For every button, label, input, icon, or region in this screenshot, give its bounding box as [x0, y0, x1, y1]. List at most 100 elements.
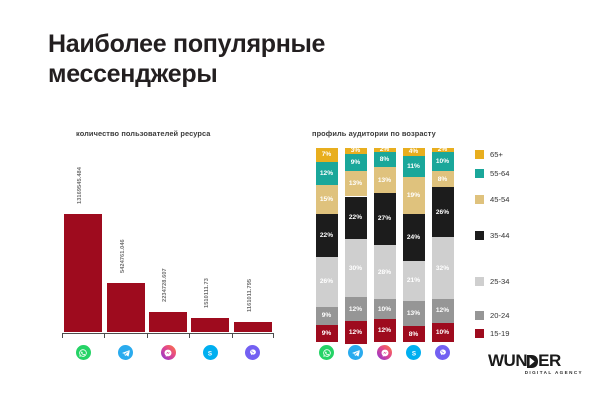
stacked-bar-segment[interactable]: 12% [344, 320, 367, 344]
bar-chart-axis-line [62, 333, 274, 334]
logo-word-part2: ER [538, 351, 561, 370]
stacked-bar-segment[interactable]: 28% [373, 245, 396, 300]
stacked-bar-segment[interactable]: 12% [315, 161, 338, 185]
stacked-bar-segment[interactable]: 22% [315, 213, 338, 257]
stacked-bar-segment[interactable]: 10% [431, 322, 454, 342]
stacked-bar-segment[interactable]: 24% [402, 213, 425, 261]
legend-item-35-44[interactable]: 35-44 [475, 230, 509, 240]
legend-label: 35-44 [490, 230, 510, 240]
legend-swatch [475, 311, 484, 321]
stacked-bar-segment[interactable]: 2% [373, 148, 396, 152]
axis-tick [104, 333, 105, 338]
stacked-bar-segment[interactable]: 12% [344, 297, 367, 321]
bar-column[interactable]: 5424761.046 [106, 150, 145, 332]
bar-rect[interactable] [106, 283, 145, 332]
stacked-bar-segment[interactable]: 21% [402, 260, 425, 302]
skype-icon[interactable]: S [406, 345, 421, 360]
stacked-bar-segment[interactable]: 4% [402, 148, 425, 156]
bar-column[interactable]: 13169545.484 [64, 150, 103, 332]
legend-item-65+[interactable]: 65+ [475, 150, 503, 160]
stacked-bar-segment[interactable]: 26% [431, 186, 454, 238]
legend-item-20-24[interactable]: 20-24 [475, 311, 509, 321]
bar-chart: 13169545.484 5424761.046 2234728.607 151011… [62, 150, 274, 340]
legend-swatch [475, 168, 484, 178]
stacked-chart-subtitle: профиль аудитории по возрасту [312, 129, 436, 138]
legend-swatch [475, 194, 484, 204]
legend-swatch [475, 328, 484, 338]
stacked-bar-segment[interactable]: 32% [431, 237, 454, 300]
legend-item-55-64[interactable]: 55-64 [475, 168, 509, 178]
viber-icon[interactable] [245, 345, 261, 360]
stacked-bar-segment[interactable]: 8% [402, 326, 425, 342]
axis-tick [273, 333, 274, 338]
bar-column[interactable]: 1510111.73 [191, 150, 230, 332]
stacked-bar-segment[interactable]: 13% [344, 171, 367, 197]
bar-value-label: 2234728.607 [162, 268, 168, 302]
logo-tagline: DIGITAL AGENCY [524, 370, 583, 375]
bar-rect[interactable] [233, 321, 272, 332]
stacked-bar-segment[interactable]: 2% [431, 148, 454, 152]
messenger-icon[interactable] [377, 345, 392, 360]
stacked-bar-chart: 7% 12% 15% 22% 26% 9% 9% 3% 9% 13% 22% 30% 12% 12% 2% 8… [312, 148, 457, 344]
whatsapp-icon[interactable] [319, 345, 334, 360]
axis-tick [147, 333, 148, 338]
stacked-bar-segment[interactable]: 30% [344, 239, 367, 298]
stacked-bar-segment[interactable]: 19% [402, 177, 425, 214]
telegram-icon[interactable] [118, 345, 134, 360]
axis-tick [232, 333, 233, 338]
bar-rect[interactable] [149, 311, 187, 332]
viber-icon[interactable] [435, 345, 450, 360]
stacked-bar-segment[interactable]: 15% [315, 184, 338, 214]
bar-column[interactable]: 2234728.607 [149, 150, 187, 332]
stacked-bar-column[interactable]: 4% 11% 19% 24% 21% 13% 8% [402, 148, 425, 342]
legend-swatch [475, 230, 484, 240]
stacked-bar-column[interactable]: 7% 12% 15% 22% 26% 9% 9% [315, 148, 338, 342]
stacked-bar-segment[interactable]: 9% [315, 307, 338, 325]
stacked-bar-segment[interactable]: 11% [402, 155, 425, 178]
stacked-bar-segment[interactable]: 3% [344, 148, 367, 154]
stacked-bar-segment[interactable]: 12% [431, 299, 454, 323]
legend-swatch [475, 277, 484, 287]
bar-chart-plot-area: 13169545.484 5424761.046 2234728.607 151011… [62, 150, 274, 332]
stacked-bar-segment[interactable]: 12% [373, 318, 396, 342]
legend-label: 15-19 [490, 328, 510, 338]
legend-label: 65+ [490, 150, 503, 160]
stacked-bar-segment[interactable]: 9% [344, 153, 367, 172]
legend-label: 45-54 [490, 194, 510, 204]
stacked-bar-segment[interactable]: 10% [373, 299, 396, 319]
logo-word-part1: WUN [488, 351, 528, 370]
stacked-bar-segment[interactable]: 22% [344, 196, 367, 240]
legend-label: 55-64 [490, 168, 510, 178]
stacked-bar-segment[interactable]: 26% [315, 256, 338, 308]
bar-chart-subtitle: количество пользователей ресурса [76, 129, 211, 138]
stacked-bar-segment[interactable]: 9% [315, 324, 338, 342]
whatsapp-icon[interactable] [75, 345, 91, 360]
stacked-bar-segment[interactable]: 7% [315, 148, 338, 162]
axis-tick [62, 333, 63, 338]
svg-text:S: S [411, 350, 415, 357]
stacked-chart-category-icons: S [312, 345, 457, 363]
axis-tick [189, 333, 190, 338]
bar-rect[interactable] [64, 214, 103, 332]
legend-label: 20-24 [490, 311, 510, 321]
stacked-bar-column[interactable]: 2% 10% 8% 26% 32% 12% 10% [431, 148, 454, 342]
stacked-bar-column[interactable]: 3% 9% 13% 22% 30% 12% 12% [344, 148, 367, 344]
stacked-bar-segment[interactable]: 13% [402, 301, 425, 327]
messenger-icon[interactable] [160, 345, 176, 360]
bar-column[interactable]: 1161011.795 [233, 150, 272, 332]
svg-text:S: S [208, 350, 212, 357]
stacked-bar-column[interactable]: 2% 8% 13% 27% 28% 10% 12% [373, 148, 396, 342]
stacked-bar-segment[interactable]: 8% [431, 171, 454, 187]
stacked-bar-segment[interactable]: 13% [373, 167, 396, 193]
legend-item-15-19[interactable]: 15-19 [475, 328, 509, 338]
stacked-bar-segment[interactable]: 8% [373, 151, 396, 168]
bar-rect[interactable] [191, 318, 230, 332]
telegram-icon[interactable] [348, 345, 363, 360]
logo-stylized-d-icon [527, 354, 539, 368]
page-title: Наиболее популярные мессенджеры [48, 30, 326, 88]
legend-item-25-34[interactable]: 25-34 [475, 277, 509, 287]
legend-item-45-54[interactable]: 45-54 [475, 194, 509, 204]
stacked-bar-segment[interactable]: 27% [373, 192, 396, 245]
stacked-bar-segment[interactable]: 10% [431, 151, 454, 172]
skype-icon[interactable]: S [202, 345, 218, 360]
